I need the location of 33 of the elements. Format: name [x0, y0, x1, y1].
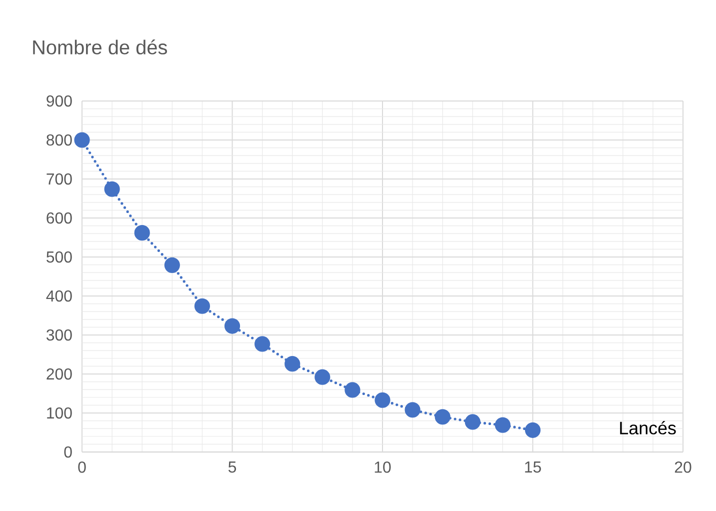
point [404, 402, 420, 418]
point [464, 414, 480, 430]
y-tick-label: 100 [47, 407, 72, 419]
y-tick-label: 600 [46, 212, 72, 224]
y-tick-label: 800 [46, 134, 72, 146]
point [74, 132, 90, 148]
point [344, 382, 360, 398]
y-tick-label: 700 [46, 173, 72, 185]
y-tick-label: 900 [46, 95, 72, 107]
point [134, 225, 150, 241]
y-tick-label: 200 [46, 368, 72, 380]
x-tick-label: 15 [525, 462, 541, 473]
x-tick-label: 0 [78, 462, 86, 473]
y-tick-label: 300 [46, 329, 72, 341]
point [494, 417, 511, 433]
x-tick-label: 5 [228, 462, 236, 473]
y-tick-label: 0 [64, 446, 72, 458]
point [434, 409, 450, 425]
point [164, 257, 180, 273]
point [104, 181, 120, 197]
y-tick-label: 500 [46, 251, 72, 263]
x-tick-label: 10 [374, 462, 391, 473]
x-tick-label: 20 [674, 462, 692, 473]
chart-title: Nombre de dés [33, 40, 167, 54]
y-tick-label: 400 [46, 290, 72, 302]
point [374, 392, 390, 408]
point [254, 336, 270, 352]
x-axis-title: Lancés [620, 421, 676, 434]
point [314, 369, 330, 385]
point [284, 356, 300, 372]
point [524, 422, 541, 438]
point [224, 318, 240, 334]
point [194, 298, 210, 314]
